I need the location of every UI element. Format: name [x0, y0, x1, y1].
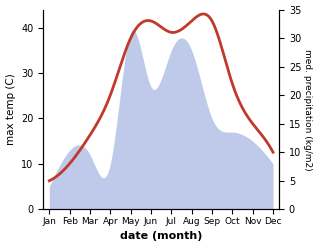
Y-axis label: med. precipitation (kg/m2): med. precipitation (kg/m2) — [303, 49, 313, 170]
Y-axis label: max temp (C): max temp (C) — [5, 74, 16, 145]
X-axis label: date (month): date (month) — [120, 231, 202, 242]
